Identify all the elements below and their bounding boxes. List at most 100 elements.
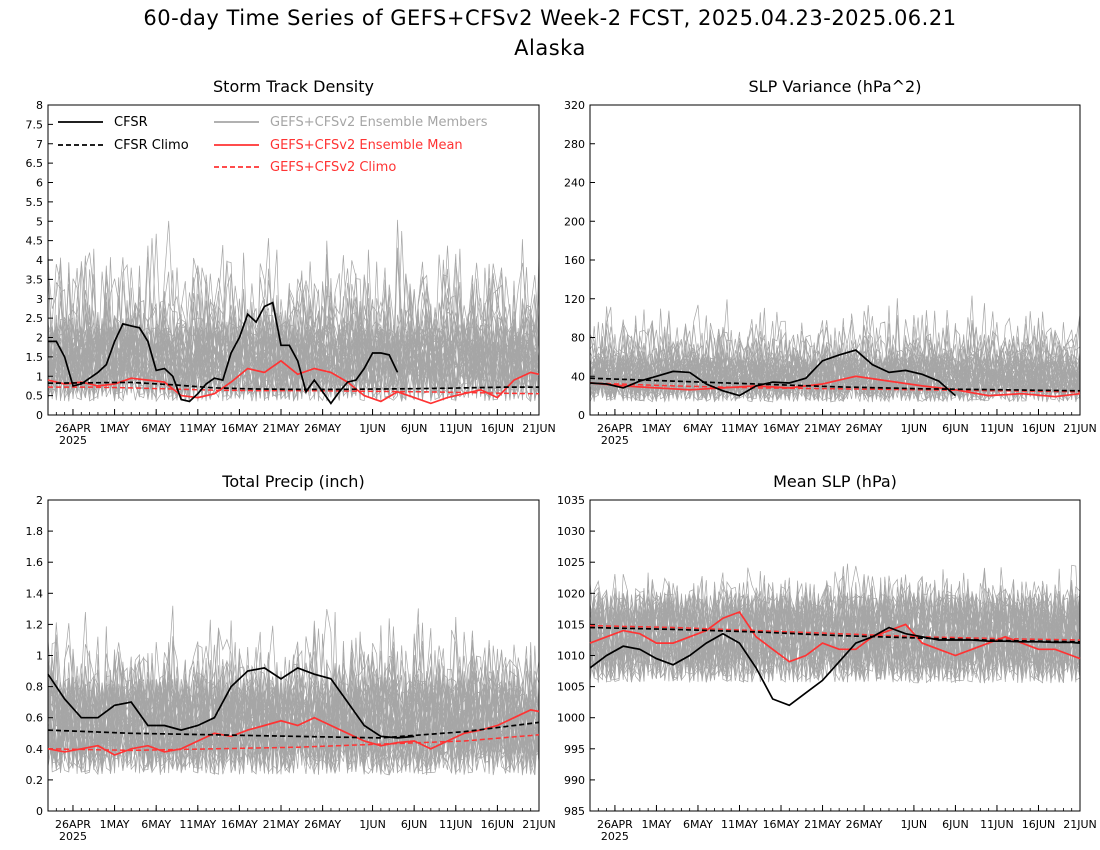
x-tick-label: 11MAY: [179, 818, 216, 831]
series-line-gefs-cfsv2-climo: [47, 734, 540, 752]
ensemble-member-line: [589, 315, 1081, 402]
y-tick-label: 7: [36, 138, 43, 151]
y-tick-label: 5.5: [26, 196, 44, 209]
y-tick-label: 7.5: [26, 118, 44, 131]
ensemble-member-line: [47, 238, 540, 402]
series-line-gefs-cfsv2-ensemble-mean: [47, 709, 540, 756]
x-year-label: 2025: [59, 830, 87, 843]
x-tick-label: 11MAY: [721, 422, 758, 435]
x-tick-label: 16JUN: [1022, 818, 1056, 831]
y-tick-label: 0: [36, 409, 43, 422]
ensemble-member-line: [589, 322, 1081, 402]
y-tick-label: 1010: [557, 650, 585, 663]
ensemble-member-line: [589, 581, 1081, 683]
x-year-label: 2025: [601, 830, 629, 843]
y-tick-label: 0.2: [26, 774, 44, 787]
y-tick-label: 1030: [557, 525, 585, 538]
x-tick-label: 6JUN: [401, 422, 428, 435]
x-tick-label: 6JUN: [942, 818, 969, 831]
x-tick-label: 6JUN: [942, 422, 969, 435]
series-line-cfsr-climo: [589, 377, 1081, 392]
ensemble-member-line: [589, 564, 1081, 683]
y-tick-label: 4: [36, 254, 43, 267]
x-tick-label: 1MAY: [641, 422, 671, 435]
x-tick-label: 6MAY: [141, 818, 171, 831]
y-tick-label: 200: [564, 215, 585, 228]
x-tick-label: 21JUN: [522, 422, 556, 435]
y-tick-label: 4.5: [26, 235, 44, 248]
legend-label: GEFS+CFSv2 Climo: [270, 160, 396, 175]
x-tick-label: 26MAY: [304, 818, 341, 831]
x-tick-label: 26APR: [597, 818, 633, 831]
panel-title: Total Precip (inch): [221, 472, 364, 491]
y-tick-label: 1.6: [26, 556, 44, 569]
x-tick-label: 6MAY: [683, 422, 713, 435]
y-tick-label: 120: [564, 293, 585, 306]
y-tick-label: 1005: [557, 681, 585, 694]
y-tick-label: 280: [564, 138, 585, 151]
y-tick-label: 6: [36, 177, 43, 190]
x-tick-label: 21JUN: [1063, 422, 1097, 435]
y-tick-label: 1.4: [26, 587, 44, 600]
x-tick-label: 26MAY: [846, 422, 883, 435]
y-tick-label: 990: [564, 774, 585, 787]
series-line-cfsr: [589, 349, 956, 397]
x-tick-label: 21JUN: [522, 818, 556, 831]
y-tick-label: 2.5: [26, 312, 44, 325]
x-tick-label: 16JUN: [481, 818, 515, 831]
y-tick-label: 5: [36, 215, 43, 228]
y-tick-label: 1.8: [26, 525, 44, 538]
series-line-cfsr: [48, 301, 399, 405]
x-tick-label: 21MAY: [263, 818, 300, 831]
y-tick-label: 995: [564, 743, 585, 756]
series-line-cfsr: [47, 666, 415, 739]
series-line-gefs-cfsv2-climo: [48, 386, 540, 395]
legend-label: GEFS+CFSv2 Ensemble Mean: [270, 138, 463, 153]
y-tick-label: 1025: [557, 556, 585, 569]
chart-panel-1: [47, 104, 540, 416]
x-tick-label: 6MAY: [683, 818, 713, 831]
y-tick-label: 6.5: [26, 157, 44, 170]
figure-subtitle: Alaska: [514, 36, 586, 60]
y-tick-label: 1: [36, 370, 43, 383]
ensemble-member-line: [47, 653, 540, 773]
panel-title: SLP Variance (hPa^2): [749, 77, 922, 96]
legend-label: CFSR: [114, 115, 148, 130]
y-tick-label: 0: [36, 805, 43, 818]
x-tick-label: 6MAY: [141, 422, 171, 435]
y-tick-label: 2: [36, 332, 43, 345]
x-tick-label: 1MAY: [100, 818, 130, 831]
chart-panel-4: [589, 499, 1081, 812]
x-year-label: 2025: [59, 434, 87, 447]
ensemble-member-line: [589, 583, 1081, 682]
y-tick-label: 3: [36, 293, 43, 306]
y-tick-label: 0.8: [26, 681, 44, 694]
series-line-gefs-cfsv2-climo: [589, 382, 1081, 393]
x-tick-label: 11JUN: [980, 818, 1014, 831]
y-tick-label: 320: [564, 99, 585, 112]
series-line-gefs-cfsv2-climo: [589, 624, 1081, 641]
y-tick-label: 8: [36, 99, 43, 112]
y-tick-label: 2: [36, 494, 43, 507]
panel-title: Mean SLP (hPa): [773, 472, 897, 491]
x-tick-label: 26APR: [55, 422, 91, 435]
ensemble-member-line: [589, 586, 1081, 683]
series-line-gefs-cfsv2-ensemble-mean: [589, 610, 1081, 663]
ensemble-member-line: [589, 304, 1081, 401]
y-tick-label: 985: [564, 805, 585, 818]
x-tick-label: 6JUN: [401, 818, 428, 831]
x-tick-label: 1JUN: [901, 422, 928, 435]
x-tick-label: 11MAY: [721, 818, 758, 831]
ensemble-member-line: [47, 648, 540, 774]
y-tick-label: 40: [571, 370, 585, 383]
legend-label: GEFS+CFSv2 Ensemble Members: [270, 115, 488, 130]
y-tick-label: 160: [564, 254, 585, 267]
y-tick-label: 1.5: [26, 351, 44, 364]
x-tick-label: 1MAY: [641, 818, 671, 831]
y-tick-label: 1: [36, 650, 43, 663]
x-tick-label: 21MAY: [804, 422, 841, 435]
ensemble-member-line: [589, 312, 1081, 403]
x-tick-label: 26APR: [597, 422, 633, 435]
x-tick-label: 16JUN: [481, 422, 515, 435]
x-tick-label: 1JUN: [901, 818, 928, 831]
